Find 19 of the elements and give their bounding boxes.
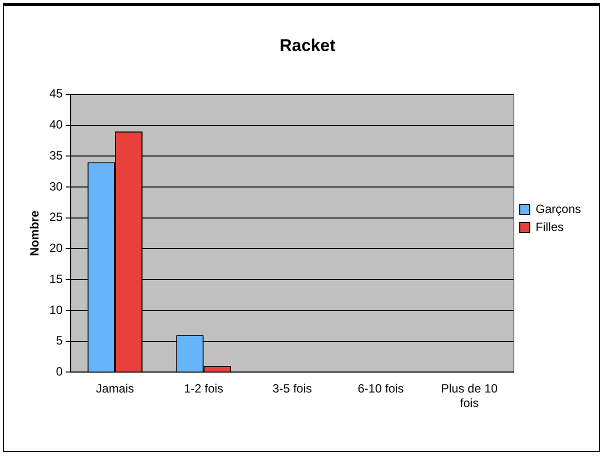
y-tick-label: 15 — [49, 272, 64, 286]
chart-title: Racket — [280, 36, 336, 55]
x-tick-label: Jamais — [96, 382, 134, 396]
legend-label: Filles — [536, 220, 564, 234]
y-tick-label: 10 — [49, 302, 64, 317]
x-tick-label: 1-2 fois — [184, 382, 224, 396]
y-tick-label: 0 — [56, 364, 64, 379]
y-tick-label: 45 — [49, 86, 64, 101]
x-tick-label: 3-5 fois — [272, 382, 312, 396]
y-tick-label: 25 — [49, 210, 64, 224]
y-tick-label: 30 — [49, 179, 64, 194]
y-tick-label: 35 — [49, 148, 64, 162]
y-tick-label: 20 — [49, 241, 64, 256]
y-tick-label: 40 — [49, 118, 64, 132]
y-axis-title: Nombre — [28, 210, 42, 256]
x-tick-label: 6-10 fois — [358, 382, 404, 396]
x-tick-label: Plus de 10 fois — [441, 382, 498, 410]
legend-label: Garçons — [536, 202, 582, 216]
y-tick-label: 5 — [56, 334, 64, 348]
